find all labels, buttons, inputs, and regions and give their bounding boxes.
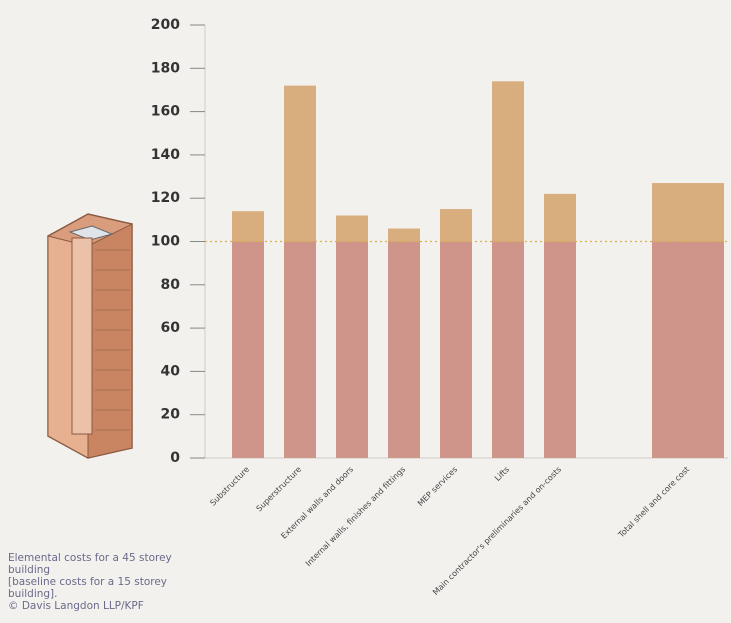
- bar-segment: [492, 81, 524, 242]
- y-tick-label: 140: [151, 147, 180, 163]
- y-tick-label: 20: [161, 407, 181, 423]
- bar-segment: [492, 241, 524, 458]
- caption-line: © Davis Langdon LLP/KPF: [8, 600, 144, 612]
- x-tick-label: Internal walls, finishes and fittings: [304, 465, 407, 568]
- caption-line: Elemental costs for a 45 storey building: [8, 552, 172, 576]
- y-tick-label: 100: [151, 234, 180, 250]
- bar-segment: [232, 241, 264, 458]
- bar-segment: [440, 241, 472, 458]
- y-tick-label: 80: [161, 277, 181, 293]
- y-tick-label: 180: [151, 60, 180, 76]
- y-tick-label: 0: [170, 450, 180, 466]
- y-tick-label: 60: [161, 320, 181, 336]
- y-tick-label: 160: [151, 104, 180, 120]
- bar-segment: [544, 241, 576, 458]
- bar-segment: [336, 215, 368, 242]
- bar-segment: [544, 193, 576, 242]
- bar-segment: [652, 241, 724, 458]
- y-tick-label: 120: [151, 190, 180, 206]
- bar-segment: [388, 241, 420, 458]
- bar-segment: [284, 85, 316, 242]
- bar-segment: [440, 209, 472, 242]
- bar-segment: [284, 241, 316, 458]
- x-tick-label: Main contractor's preliminaries and on-c…: [431, 465, 563, 597]
- bar-segment: [652, 183, 724, 242]
- bar-segment: [232, 211, 264, 242]
- building-illustration: [47, 213, 133, 459]
- bar-segment: [388, 228, 420, 242]
- x-tick-label: Substructure: [208, 465, 251, 508]
- caption-line: [baseline costs for a 15 storey building…: [8, 576, 168, 600]
- y-tick-label: 200: [151, 17, 180, 33]
- x-tick-label: Superstructure: [255, 465, 304, 514]
- x-tick-label: Total shell and core cost: [616, 465, 691, 540]
- caption: Elemental costs for a 45 storey building…: [8, 552, 198, 612]
- bar-segment: [336, 241, 368, 458]
- x-tick-label: Lifts: [493, 465, 511, 483]
- x-tick-label: MEP services: [416, 465, 459, 508]
- y-tick-label: 40: [161, 363, 181, 379]
